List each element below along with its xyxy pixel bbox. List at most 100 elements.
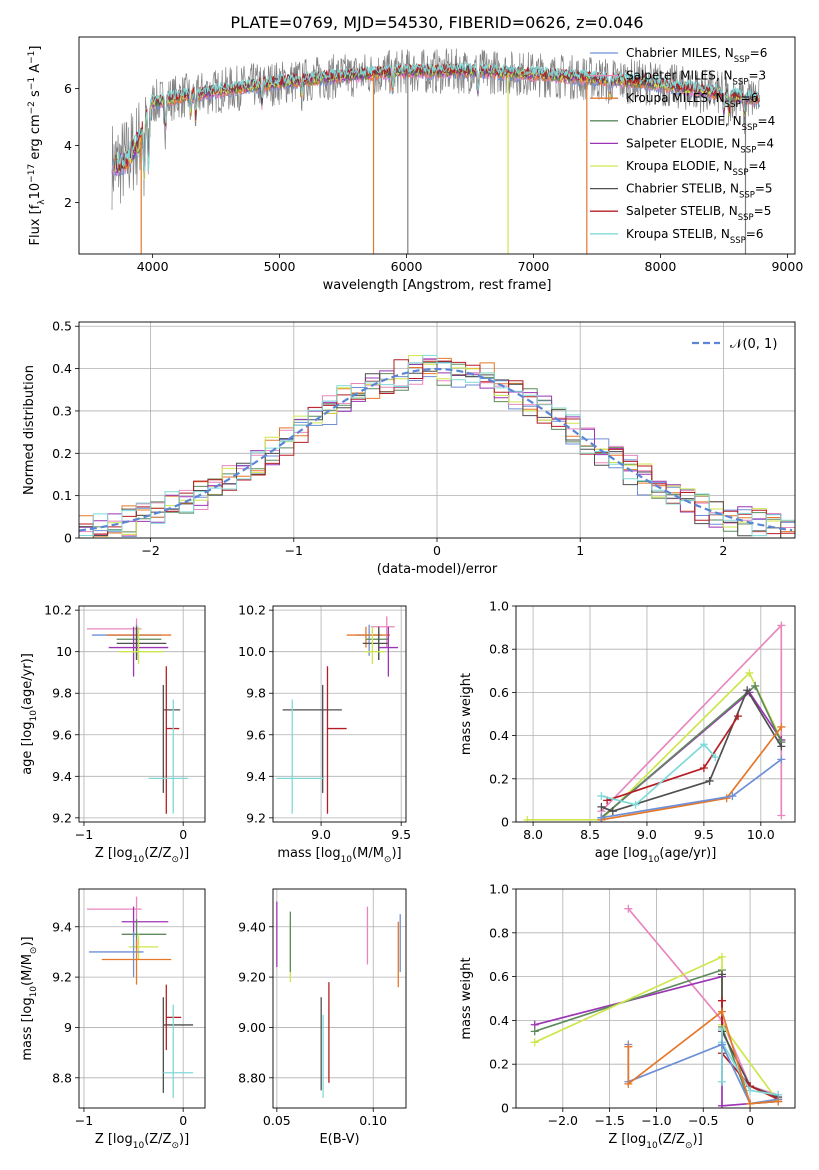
x-tick-label: 9.0 (311, 827, 331, 842)
y-tick-label: 9.2 (52, 810, 72, 825)
label-part: )] (20, 936, 35, 946)
plot-area (79, 354, 795, 538)
label-part: age [log (20, 722, 35, 775)
mass-weight-vs-metallicity-panel: −2.0 −1.5 −1.0 −0.5 0 0 0.2 0.4 0.6 0.8 1.0 Z [log1… (459, 882, 796, 1151)
legend: 𝒩(0, 1) (692, 337, 777, 352)
plot-area (86, 618, 189, 814)
x-tick-label: 8000 (645, 259, 677, 274)
x-tick-label: 8.0 (523, 827, 543, 842)
y-tick-label: 0.6 (489, 969, 509, 984)
axes-frame (515, 888, 796, 1109)
legend-entry: Kroupa STELIB, NSSP=6 (626, 227, 764, 246)
data-point (346, 626, 390, 648)
label-part: mass [log (20, 997, 35, 1060)
legend-subscript: SSP (742, 123, 758, 133)
label-part: Flux [f (28, 204, 43, 245)
y-tick-label: 9 (64, 1020, 72, 1035)
legend-suffix: =5 (754, 204, 772, 218)
axes-frame (272, 888, 407, 1109)
legend-suffix: =4 (756, 136, 774, 150)
series-marker (777, 811, 786, 820)
y-tick-label: 10.2 (44, 603, 72, 618)
label-part: ⊙ (171, 855, 179, 865)
legend-subscript: SSP (738, 213, 754, 223)
label-part: 10 (133, 1141, 145, 1151)
data-point (88, 931, 144, 978)
legend-label: Salpeter ELODIE, N (626, 136, 740, 150)
series-marker (746, 1086, 755, 1095)
histogram-step (79, 355, 795, 538)
series-marker (777, 755, 786, 764)
x-axis-label: Z [log10(Z/Z⊙)] (95, 1132, 189, 1151)
legend-entry: Salpeter STELIB, NSSP=5 (626, 204, 771, 223)
x-tick-label: −1 (75, 827, 93, 842)
legend-suffix: =3 (748, 69, 766, 83)
legend-entry: Kroupa ELODIE, NSSP=4 (626, 159, 766, 178)
y-tick-label: 9.6 (246, 727, 266, 742)
label-part: s (28, 90, 43, 101)
legend-label: Kroupa STELIB, N (626, 227, 730, 241)
label-part: )] (179, 1132, 189, 1147)
y-tick-label: 8.8 (52, 1070, 72, 1085)
series-marker (597, 792, 606, 801)
y-tick-label: 0.6 (489, 685, 509, 700)
y-tick-label: 9.4 (52, 769, 72, 784)
label-part: Z [log (608, 1132, 646, 1147)
x-tick-label: 0.05 (263, 1113, 291, 1128)
label-part: )] (179, 846, 189, 861)
legend-subscript: SSP (733, 168, 749, 178)
axes-frame (515, 605, 796, 823)
series-marker (777, 621, 786, 630)
x-tick-label: 8.5 (580, 827, 600, 842)
histogram-step (79, 354, 795, 537)
histogram-step (79, 361, 795, 538)
x-axis-label: mass [log10(M/M⊙)] (277, 846, 401, 865)
legend-suffix: =5 (755, 182, 773, 196)
series-marker (717, 1025, 726, 1034)
label-part: ⊙ (171, 1141, 179, 1151)
x-tick-label: −1.0 (641, 1113, 671, 1128)
y-tick-label: 0.2 (52, 446, 72, 461)
data-point (378, 626, 398, 677)
label-part: ⊙ (685, 1141, 693, 1151)
x-tick-label: −2.0 (548, 1113, 578, 1128)
series-line (600, 684, 783, 819)
label-part: (Z/Z (658, 1132, 685, 1147)
series-marker (717, 1007, 726, 1016)
label-part: Z [log (95, 846, 133, 861)
x-tick-label: 0 (179, 827, 187, 842)
y-tick-label: 9.2 (246, 810, 266, 825)
series-marker (699, 740, 708, 749)
y-tick-label: 1.0 (489, 882, 509, 897)
legend-entry: Salpeter ELODIE, NSSP=4 (626, 136, 774, 155)
label-part: −2 (27, 101, 37, 114)
y-tick-label: 0.4 (489, 1013, 509, 1028)
series-marker (774, 1097, 783, 1106)
series-marker (745, 668, 754, 677)
data-point (121, 906, 169, 937)
residual-histogram-panel: −2 −1 0 1 2 0 0.1 0.2 0.3 0.4 0.5 (data-model)/erro… (22, 319, 796, 577)
x-tick-label: 0 (433, 543, 441, 558)
y-tick-label: 6 (64, 81, 72, 96)
y-tick-label: 4 (64, 138, 72, 153)
grid (516, 888, 795, 1109)
y-tick-label: 0 (501, 815, 509, 830)
y-tick-label: 10 (56, 644, 72, 659)
x-axis-label: (data-model)/error (377, 562, 498, 577)
legend-label: Chabrier STELIB, N (626, 182, 739, 196)
series-marker (717, 1101, 726, 1108)
grid (79, 322, 795, 539)
label-part: A (28, 64, 43, 77)
x-axis-label: E(B-V) (319, 1132, 359, 1147)
axes-frame (78, 36, 796, 255)
x-tick-label: 9.0 (637, 827, 657, 842)
weight-series (597, 686, 786, 816)
series-marker (728, 792, 737, 801)
legend-subscript: SSP (734, 55, 750, 65)
series-marker (624, 904, 633, 913)
x-tick-label: 9.5 (694, 827, 714, 842)
plot-area (111, 48, 760, 254)
x-tick-label: 10.0 (747, 827, 775, 842)
x-axis-label: wavelength [Angstrom, rest frame] (323, 278, 552, 293)
